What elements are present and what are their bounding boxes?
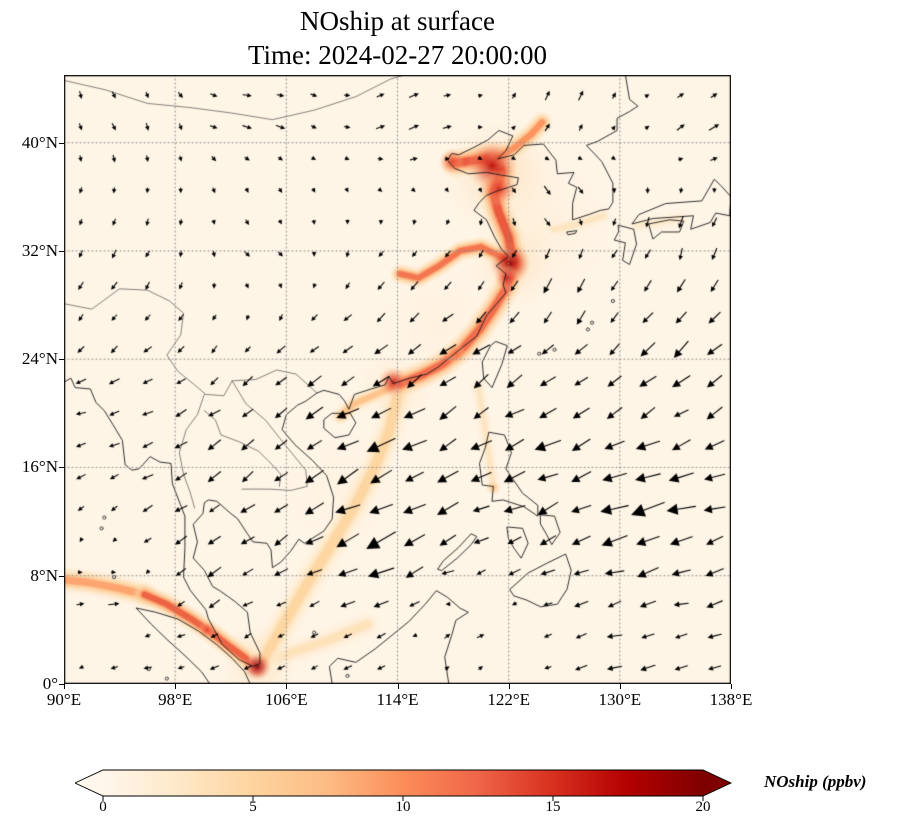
x-tick-label: 114°E: [376, 690, 419, 709]
colorbar: [73, 769, 735, 803]
colorbar-tick-label: 10: [395, 799, 411, 815]
y-tick-label: 0°: [42, 674, 58, 693]
colorbar-gradient: [73, 769, 733, 801]
chart-title: NOship at surface: [300, 6, 495, 36]
map-plot: [64, 75, 731, 684]
colorbar-arrow-shape: [73, 769, 733, 797]
y-tick-label: 24°N: [21, 349, 58, 369]
y-tickmark: [59, 359, 64, 361]
x-tickmark: [175, 684, 177, 689]
x-tickmark: [508, 684, 510, 689]
colorbar-label: NOship (ppbv): [764, 772, 867, 791]
x-tick-label: 138°E: [709, 690, 753, 709]
x-tickmark: [397, 684, 399, 689]
x-tick-label: 90°E: [46, 690, 82, 709]
x-tick-label: 122°E: [487, 690, 530, 709]
y-tickmark: [59, 467, 64, 469]
x-tick-label: 98°E: [158, 690, 193, 709]
x-tick-label: 106°E: [264, 690, 308, 709]
y-tickmark: [59, 142, 64, 144]
x-tickmark: [64, 684, 65, 689]
x-tickmark: [286, 684, 288, 689]
x-tickmark: [619, 684, 621, 689]
y-tickmark: [59, 575, 64, 577]
x-tickmark: [731, 684, 732, 689]
x-tick-label: 130°E: [598, 690, 642, 709]
y-tick-label: 32°N: [21, 240, 58, 260]
y-tickmark: [59, 250, 64, 252]
colorbar-tick-label: 15: [545, 799, 561, 815]
y-tick-label: 16°N: [21, 457, 58, 477]
y-tickmark: [59, 684, 64, 685]
y-tick-label: 40°N: [21, 132, 58, 152]
colorbar-tick-label: 20: [695, 799, 711, 815]
colorbar-tick-label: 5: [249, 799, 257, 815]
colorbar-tick-label: 0: [99, 799, 107, 815]
y-tick-label: 8°N: [30, 565, 58, 585]
chart-subtitle: Time: 2024-02-27 20:00:00: [247, 40, 548, 70]
title-block: NOship at surface Time: 2024-02-27 20:00…: [64, 4, 731, 72]
map-canvas: [64, 75, 731, 684]
